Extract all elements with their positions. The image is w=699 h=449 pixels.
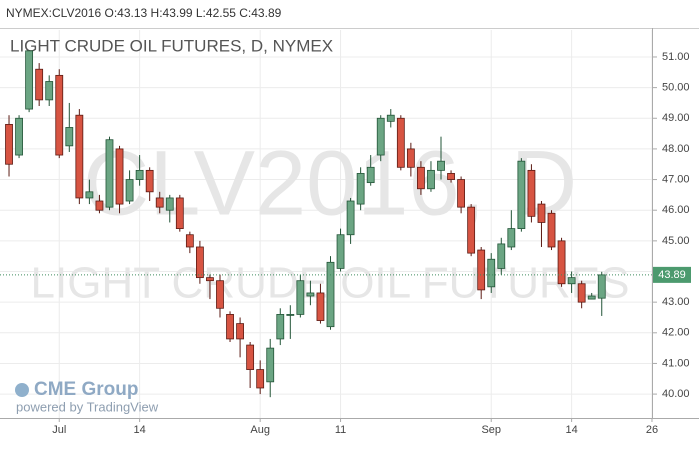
candle-body — [145, 169, 154, 193]
y-tick-label: 40.00 — [662, 388, 690, 400]
candle-body — [115, 148, 124, 205]
x-tick-label: 26 — [646, 424, 658, 436]
candle-body — [296, 280, 305, 315]
candle-body — [326, 261, 335, 328]
y-tick-label: 46.00 — [662, 204, 690, 216]
x-tick-label: 14 — [565, 424, 577, 436]
candle-body — [386, 114, 395, 122]
candle-body — [336, 234, 345, 269]
candle-body — [276, 314, 285, 340]
candle-body — [246, 344, 255, 370]
y-tick-label: 48.00 — [662, 143, 690, 155]
last-price-label: 43.89 — [658, 269, 686, 281]
candle-body — [557, 240, 566, 285]
x-tick-label: Jul — [52, 424, 66, 436]
candle-body — [105, 139, 114, 208]
watermark-symbol: CLV2016, D — [83, 132, 577, 234]
candle-body — [75, 114, 84, 199]
y-tick-label: 41.00 — [662, 357, 690, 369]
logo-icon — [15, 383, 29, 397]
candle-body — [447, 173, 455, 180]
candle-body — [266, 347, 275, 383]
y-tick-label: 51.00 — [662, 51, 690, 63]
candle-body — [527, 169, 536, 217]
candle-body — [537, 203, 546, 223]
x-tick-label: Sep — [481, 424, 501, 436]
candle-body — [316, 292, 325, 321]
candle-body — [45, 81, 54, 101]
candle-body — [125, 179, 134, 202]
candle-body — [376, 117, 385, 156]
candle-body — [487, 258, 496, 288]
candle-body — [507, 228, 516, 248]
candle-body — [417, 166, 425, 190]
candle-body — [467, 206, 476, 254]
candle-body — [356, 173, 365, 205]
candle-body — [155, 197, 164, 208]
y-tick-label: 50.00 — [662, 82, 690, 94]
candle-body — [175, 197, 184, 229]
candle-body — [55, 74, 64, 156]
candles — [0, 50, 652, 398]
candle-body — [216, 280, 224, 309]
candle-body — [5, 123, 13, 165]
candle-body — [597, 274, 606, 299]
candle-body — [457, 179, 466, 208]
candle-body — [286, 314, 295, 316]
x-tick-label: 11 — [335, 424, 346, 436]
candle-body — [427, 169, 435, 190]
logo-text: CME Group — [34, 379, 139, 400]
candle-body — [206, 277, 214, 282]
candle-body — [226, 314, 234, 340]
candle-body — [85, 191, 94, 199]
candle-body — [396, 117, 405, 168]
candle-body — [547, 212, 556, 248]
candle-body — [587, 295, 596, 300]
candle-body — [95, 200, 104, 211]
credit: powered by TradingView — [16, 399, 159, 414]
y-tick-label: 45.00 — [662, 235, 690, 247]
candle-body — [477, 249, 486, 291]
y-tick-label: 43.00 — [662, 296, 690, 308]
x-tick-label: 14 — [133, 424, 145, 436]
candle-body — [577, 283, 586, 303]
candle-body — [306, 292, 315, 297]
header: NYMEX:CLV2016 O:43.13 H:43.99 L:42.55 C:… — [6, 6, 282, 20]
candle-body — [185, 234, 194, 248]
candle-body — [135, 169, 144, 180]
candle-body — [567, 277, 576, 285]
chart-title: LIGHT CRUDE OIL FUTURES, D, NYMEX — [10, 36, 333, 55]
logo: CME Group powered by TradingView — [15, 379, 159, 414]
y-tick-label: 47.00 — [662, 173, 690, 185]
candle-body — [406, 148, 415, 168]
y-tick-label: 49.00 — [662, 112, 690, 124]
candle-body — [15, 117, 23, 156]
candle-body — [366, 166, 375, 184]
candle-body — [35, 68, 44, 101]
candle-body — [346, 200, 355, 236]
candle-body — [517, 160, 526, 229]
last-price-box — [653, 266, 691, 283]
y-tick-label: 42.00 — [662, 327, 690, 339]
candle-body — [497, 243, 506, 269]
candle-body — [437, 160, 445, 171]
candle-body — [165, 197, 174, 211]
x-tick-label: Aug — [250, 424, 270, 436]
candle-body — [236, 323, 244, 340]
candle-body — [195, 246, 204, 279]
candle-body — [65, 127, 74, 147]
candle-body — [256, 369, 265, 389]
candle-body — [25, 50, 34, 110]
